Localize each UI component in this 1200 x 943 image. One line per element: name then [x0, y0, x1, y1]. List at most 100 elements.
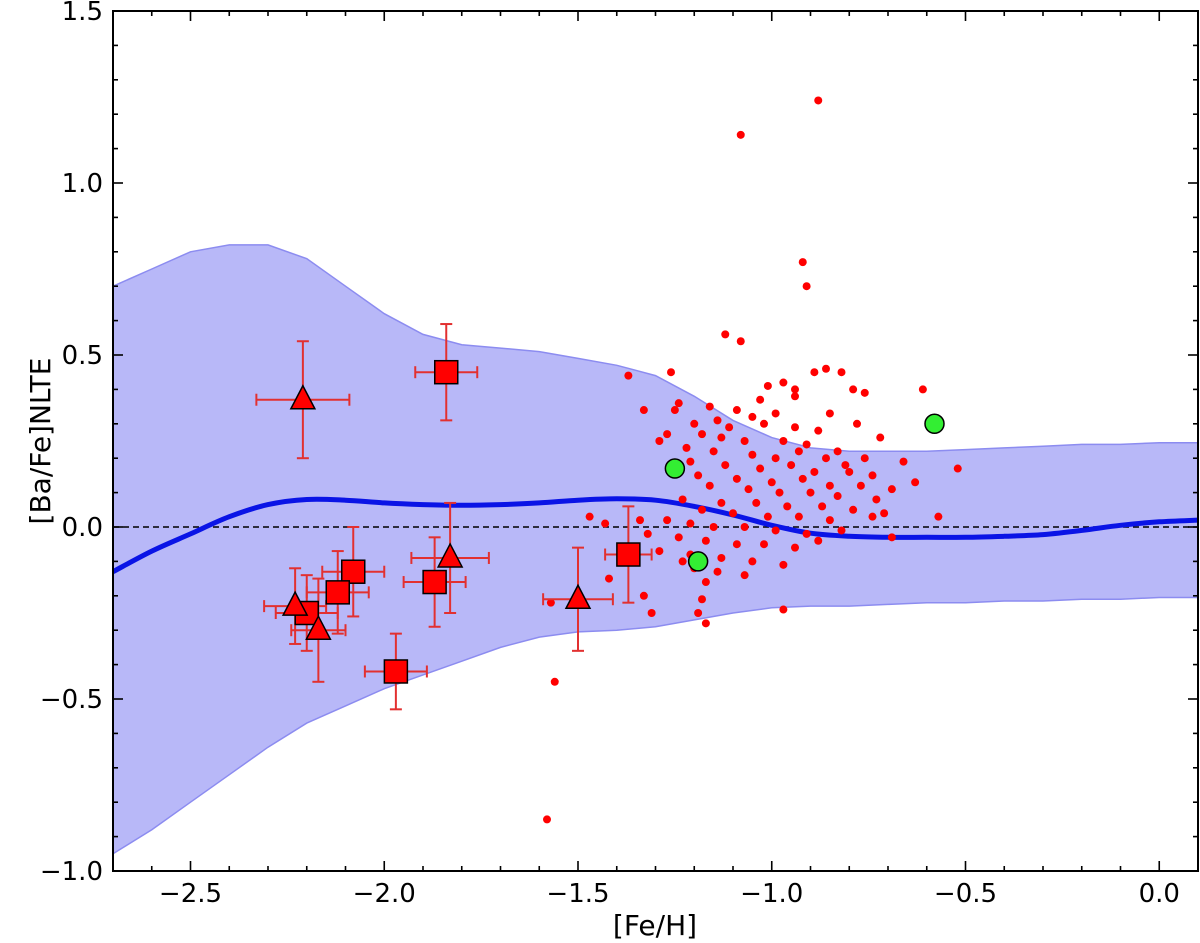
red-dot-point — [678, 557, 687, 566]
red-dot-point — [783, 502, 792, 511]
red-dot-point — [798, 258, 807, 267]
red-dot-point — [647, 609, 656, 617]
model-spread-band — [113, 244, 1198, 855]
red-dot-point — [798, 474, 807, 483]
x-tick-label: −2.5 — [159, 879, 222, 909]
y-tick-label: 1.0 — [62, 169, 103, 199]
red-dot-point — [709, 447, 718, 456]
red-dot-point — [841, 461, 850, 470]
red-dot-point — [849, 505, 858, 514]
x-tick-label: −0.5 — [934, 879, 997, 909]
red-dot-point — [655, 547, 664, 556]
x-tick-label: −1.5 — [546, 879, 609, 909]
y-tick-label: −1.0 — [40, 857, 103, 887]
triangle-marker — [289, 384, 317, 410]
red-dot-point — [729, 509, 737, 518]
y-tick-label: 0.5 — [62, 341, 103, 371]
red-dot-point — [775, 488, 784, 497]
red-dot-point — [674, 533, 683, 542]
red-dot-point — [636, 516, 644, 525]
triangle-marker — [564, 583, 592, 609]
red-dot-point — [624, 371, 633, 380]
red-dot-point — [779, 437, 788, 445]
red-dot-point — [876, 433, 885, 442]
y-tick-label: −0.5 — [40, 685, 103, 715]
red-dot-point — [713, 416, 722, 425]
red-dot-point — [585, 512, 594, 521]
red-dot-point — [744, 485, 753, 494]
red-dot-point — [860, 388, 869, 397]
red-dot-point — [953, 464, 962, 473]
red-dot-point — [698, 595, 706, 604]
red-dot-point — [705, 481, 714, 490]
red-dot-point — [911, 478, 920, 487]
triangle-marker — [436, 542, 464, 568]
red-dot-point — [763, 381, 772, 390]
red-dot-point — [791, 543, 799, 552]
red-dot-point — [705, 402, 714, 411]
red-dot-point — [849, 385, 858, 394]
red-dot-point — [802, 440, 811, 449]
red-dot-point — [794, 447, 803, 456]
red-dot-point — [771, 526, 780, 535]
red-dot-point — [760, 419, 768, 428]
red-dot-point — [825, 516, 834, 525]
red-dot-point — [717, 433, 726, 442]
red-dot-point — [686, 519, 695, 528]
red-dot-point — [814, 426, 823, 435]
red-dot-point — [752, 498, 761, 507]
red-dot-point — [740, 523, 749, 531]
red-dot-point — [736, 130, 745, 139]
red-dot-point — [868, 471, 877, 480]
red-dot-point — [709, 523, 718, 531]
red-dot-point — [860, 454, 869, 463]
red-dot-point — [833, 447, 842, 456]
square-marker — [422, 569, 447, 595]
red-dot-point — [701, 578, 710, 587]
red-dot-point — [779, 605, 788, 614]
red-dot-point — [767, 478, 776, 487]
red-dot-point — [674, 399, 683, 408]
red-dot-point — [694, 471, 703, 480]
red-dot-point — [732, 406, 741, 415]
red-dot-point — [550, 677, 559, 686]
red-dot-point — [810, 467, 819, 476]
red-dot-point — [601, 519, 610, 528]
red-dot-point — [756, 395, 765, 404]
red-dot-point — [667, 368, 675, 377]
red-dot-point — [543, 815, 551, 824]
red-dot-point — [814, 536, 823, 545]
x-tick-label: −2.0 — [353, 879, 416, 909]
red-dot-point — [690, 419, 699, 428]
red-dot-point — [655, 437, 664, 445]
red-dot-point — [791, 385, 799, 394]
red-dot-point — [868, 512, 877, 521]
red-dot-point — [791, 392, 799, 401]
red-dot-point — [837, 526, 846, 535]
red-dot-point — [763, 512, 772, 521]
red-dot-point — [779, 378, 788, 387]
red-dot-point — [748, 557, 757, 566]
red-dot-point — [725, 423, 734, 432]
red-dot-point — [721, 330, 730, 339]
y-tick-label: 0.0 — [62, 513, 103, 543]
red-dot-point — [639, 591, 648, 600]
red-dot-point — [717, 553, 726, 562]
red-dot-point — [806, 488, 815, 497]
red-dot-point — [756, 464, 765, 473]
square-marker — [616, 542, 641, 567]
red-dot-point — [663, 430, 672, 439]
red-dot-point — [732, 540, 741, 549]
square-marker — [383, 659, 409, 684]
model-mean-curve — [113, 496, 1198, 574]
red-dot-point — [856, 481, 865, 490]
red-dot-point — [701, 619, 710, 628]
red-dot-point — [845, 467, 854, 476]
red-dot-point — [740, 437, 749, 445]
red-dot-point — [837, 368, 846, 377]
red-dot-point — [748, 450, 757, 459]
red-dot-point — [853, 419, 861, 428]
red-dot-point — [779, 560, 788, 569]
square-marker — [434, 359, 459, 385]
